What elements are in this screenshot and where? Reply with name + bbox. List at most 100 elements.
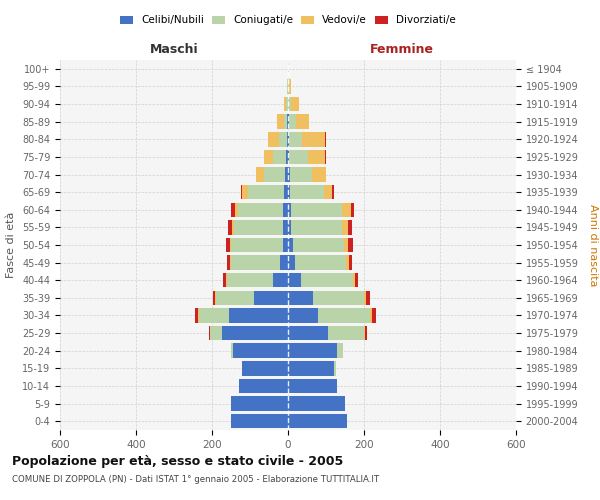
Bar bbox=[265, 150, 273, 164]
Bar bbox=[289, 97, 292, 112]
Bar bbox=[334, 361, 335, 376]
Bar bbox=[355, 273, 358, 287]
Bar bbox=[288, 256, 295, 270]
Bar bbox=[288, 396, 345, 411]
Bar bbox=[231, 256, 280, 270]
Bar bbox=[343, 202, 351, 217]
Text: Maschi: Maschi bbox=[149, 44, 199, 57]
Bar bbox=[292, 97, 299, 112]
Bar bbox=[291, 202, 343, 217]
Bar bbox=[231, 202, 235, 217]
Bar bbox=[226, 273, 227, 287]
Bar bbox=[229, 308, 288, 322]
Bar bbox=[325, 132, 326, 146]
Bar bbox=[370, 308, 371, 322]
Bar bbox=[215, 290, 216, 305]
Bar bbox=[343, 220, 349, 234]
Bar bbox=[337, 344, 343, 358]
Bar bbox=[230, 256, 231, 270]
Bar bbox=[291, 220, 343, 234]
Bar bbox=[286, 97, 287, 112]
Bar bbox=[232, 220, 234, 234]
Bar bbox=[290, 185, 324, 200]
Bar bbox=[287, 114, 288, 129]
Bar bbox=[284, 185, 288, 200]
Bar bbox=[242, 185, 248, 200]
Bar bbox=[349, 220, 352, 234]
Bar bbox=[288, 308, 319, 322]
Bar bbox=[349, 256, 352, 270]
Bar bbox=[227, 273, 273, 287]
Bar bbox=[289, 132, 302, 146]
Bar bbox=[254, 290, 288, 305]
Bar bbox=[209, 326, 210, 340]
Bar bbox=[288, 290, 313, 305]
Bar bbox=[231, 414, 288, 428]
Bar bbox=[313, 290, 364, 305]
Bar bbox=[289, 150, 308, 164]
Bar bbox=[242, 361, 288, 376]
Bar bbox=[287, 132, 288, 146]
Bar bbox=[231, 396, 288, 411]
Bar bbox=[308, 150, 325, 164]
Bar bbox=[234, 220, 283, 234]
Bar bbox=[349, 238, 353, 252]
Bar bbox=[232, 238, 283, 252]
Bar bbox=[288, 114, 289, 129]
Bar bbox=[227, 256, 230, 270]
Bar bbox=[256, 168, 264, 181]
Bar bbox=[268, 132, 279, 146]
Bar bbox=[195, 308, 198, 322]
Bar bbox=[288, 185, 290, 200]
Bar bbox=[233, 344, 288, 358]
Bar bbox=[288, 273, 301, 287]
Bar bbox=[198, 308, 199, 322]
Bar bbox=[283, 202, 288, 217]
Bar bbox=[264, 168, 285, 181]
Bar bbox=[280, 256, 288, 270]
Bar bbox=[295, 256, 346, 270]
Bar bbox=[296, 114, 309, 129]
Bar bbox=[248, 185, 284, 200]
Bar bbox=[285, 168, 288, 181]
Bar bbox=[288, 168, 290, 181]
Bar bbox=[229, 220, 232, 234]
Bar bbox=[288, 220, 291, 234]
Bar bbox=[226, 238, 230, 252]
Text: Popolazione per età, sesso e stato civile - 2005: Popolazione per età, sesso e stato civil… bbox=[12, 455, 343, 468]
Bar bbox=[199, 308, 229, 322]
Bar bbox=[288, 132, 289, 146]
Bar bbox=[350, 202, 354, 217]
Bar bbox=[288, 150, 289, 164]
Bar bbox=[221, 326, 288, 340]
Text: Femmine: Femmine bbox=[370, 44, 434, 57]
Bar bbox=[288, 202, 291, 217]
Bar bbox=[288, 326, 328, 340]
Bar bbox=[223, 273, 226, 287]
Bar bbox=[284, 114, 287, 129]
Bar bbox=[286, 150, 288, 164]
Bar bbox=[290, 168, 313, 181]
Bar bbox=[216, 290, 254, 305]
Bar bbox=[273, 150, 286, 164]
Bar bbox=[371, 308, 376, 322]
Bar bbox=[328, 326, 364, 340]
Bar bbox=[213, 290, 215, 305]
Bar bbox=[241, 185, 242, 200]
Bar bbox=[288, 414, 347, 428]
Bar bbox=[319, 308, 370, 322]
Bar bbox=[344, 238, 349, 252]
Bar bbox=[263, 150, 265, 164]
Bar bbox=[273, 273, 288, 287]
Bar bbox=[366, 290, 370, 305]
Bar bbox=[284, 97, 286, 112]
Bar bbox=[288, 344, 337, 358]
Bar bbox=[353, 273, 355, 287]
Bar bbox=[325, 150, 326, 164]
Bar bbox=[313, 168, 326, 181]
Bar bbox=[238, 202, 283, 217]
Bar bbox=[365, 326, 367, 340]
Bar bbox=[288, 378, 337, 393]
Bar bbox=[288, 361, 334, 376]
Bar bbox=[279, 132, 287, 146]
